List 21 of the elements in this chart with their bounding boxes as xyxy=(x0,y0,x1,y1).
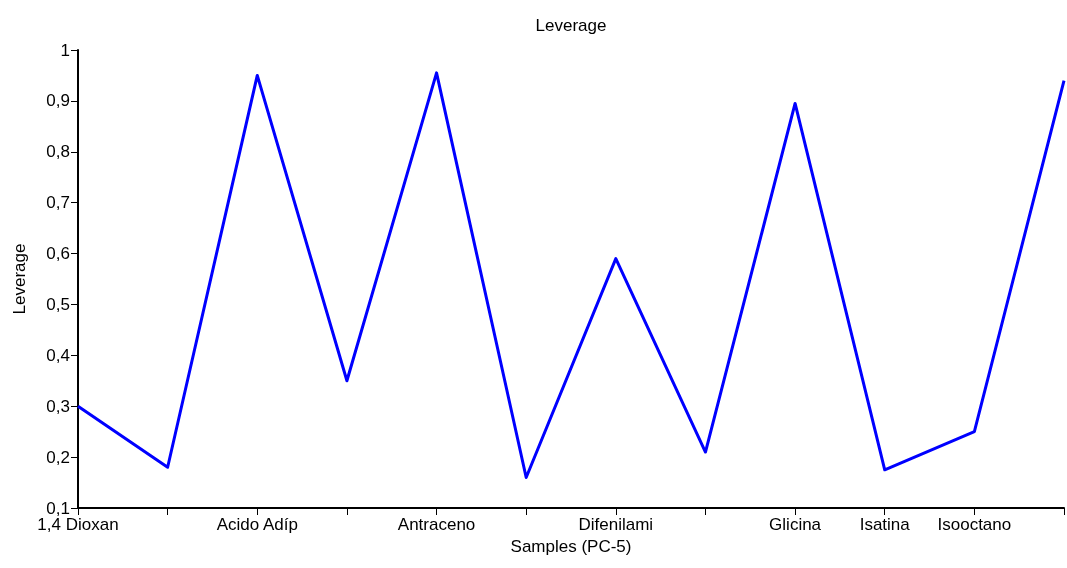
x-tick-label: Acido Adíp xyxy=(216,515,298,534)
x-tick-label: Antraceno xyxy=(397,515,476,534)
x-tick-label: Glicina xyxy=(769,515,822,534)
y-tick-label: 0,7 xyxy=(46,193,70,213)
x-axis-title: Samples (PC-5) xyxy=(510,537,632,556)
y-tick-label: 0,3 xyxy=(46,396,70,416)
y-tick-label: 0,5 xyxy=(46,294,70,314)
y-tick-label: 0,4 xyxy=(46,345,70,365)
y-tick-label: 0,9 xyxy=(46,91,70,111)
y-tick-label: 0,2 xyxy=(46,447,70,467)
x-tick-label: Isooctano xyxy=(937,515,1012,534)
y-tick-label: 0,8 xyxy=(46,142,70,162)
x-tick-label: Difenilami xyxy=(578,515,654,534)
x-tick-label: 1,4 Dioxan xyxy=(37,515,119,534)
y-tick-label: 0,1 xyxy=(46,498,70,518)
chart-title: Leverage xyxy=(535,16,607,35)
y-tick-label: 1 xyxy=(60,40,70,60)
y-tick-label: 0,6 xyxy=(46,244,70,264)
y-axis-title: Leverage xyxy=(10,243,29,315)
x-tick-label: Isatina xyxy=(859,515,911,534)
line-series xyxy=(76,71,1066,479)
